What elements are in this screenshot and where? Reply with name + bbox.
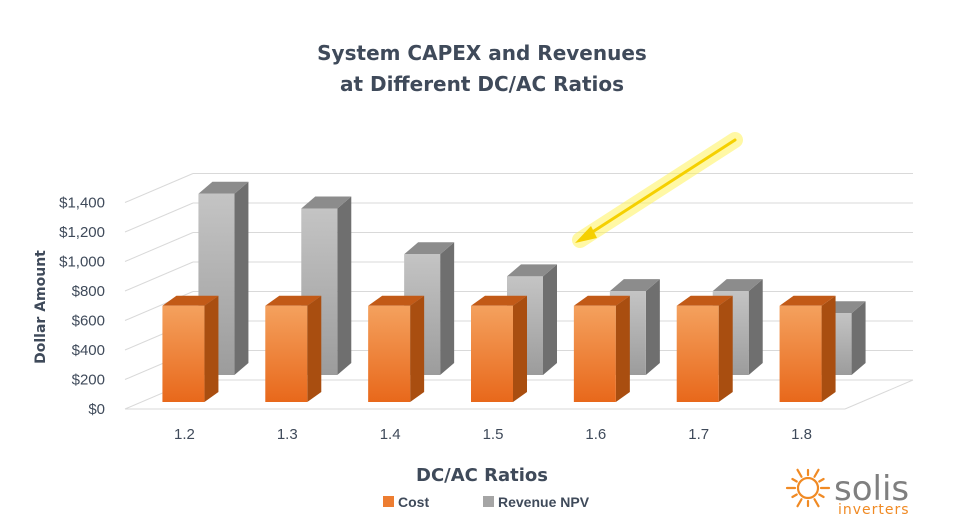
cost-bar <box>471 295 527 402</box>
x-axis-ticks: 1.2 1.3 1.4 1.5 1.6 1.7 1.8 <box>174 426 812 443</box>
x-tick-label: 1.2 <box>174 426 195 443</box>
brand-tagline: inverters <box>838 502 910 518</box>
y-tick-label: $400 <box>72 342 105 359</box>
cost-bar <box>162 295 219 402</box>
y-tick-label: $1,000 <box>59 254 105 271</box>
legend: Cost Revenue NPV <box>383 494 590 510</box>
brand-name: solis <box>834 469 909 509</box>
y-tick-label: $0 <box>88 401 105 418</box>
x-tick-label: 1.3 <box>277 426 298 443</box>
chart-title-line-2: at Different DC/AC Ratios <box>340 72 624 96</box>
cost-bar <box>368 295 425 402</box>
cost-bar <box>265 295 322 402</box>
y-tick-label: $1,400 <box>59 195 105 212</box>
sun-icon <box>785 468 831 508</box>
cost-bar <box>676 295 733 402</box>
y-axis-ticks: $0 $200 $400 $600 $800 $1,000 $1,200 $1,400 <box>59 195 105 419</box>
x-tick-label: 1.8 <box>791 426 812 443</box>
legend-label-cost: Cost <box>398 494 429 510</box>
gridline-diagonal <box>124 261 194 292</box>
gridline-diagonal <box>124 173 194 203</box>
y-tick-label: $200 <box>72 372 105 389</box>
y-tick-label: $800 <box>72 283 105 300</box>
x-axis-title: DC/AC Ratios <box>416 465 548 486</box>
legend-swatch-revenue <box>483 496 494 507</box>
x-tick-label: 1.4 <box>380 426 401 443</box>
cost-bar <box>779 295 836 402</box>
y-tick-label: $600 <box>72 313 105 330</box>
legend-swatch-cost <box>383 496 394 507</box>
floor-right-edge <box>844 379 914 410</box>
y-axis-title: Dollar Amount <box>33 250 49 364</box>
gridline-diagonal <box>124 232 194 262</box>
highlight-arrow <box>572 132 743 248</box>
cost-bars <box>162 295 836 402</box>
cost-bar <box>573 295 630 402</box>
y-tick-label: $1,200 <box>59 224 105 241</box>
legend-label-revenue: Revenue NPV <box>498 494 590 510</box>
chart-title-line-1: System CAPEX and Revenues <box>317 41 647 65</box>
solis-logo: solis inverters <box>785 468 910 518</box>
x-tick-label: 1.5 <box>483 426 504 443</box>
x-tick-label: 1.7 <box>688 426 709 443</box>
x-tick-label: 1.6 <box>585 426 606 443</box>
gridline-diagonal <box>124 202 194 233</box>
